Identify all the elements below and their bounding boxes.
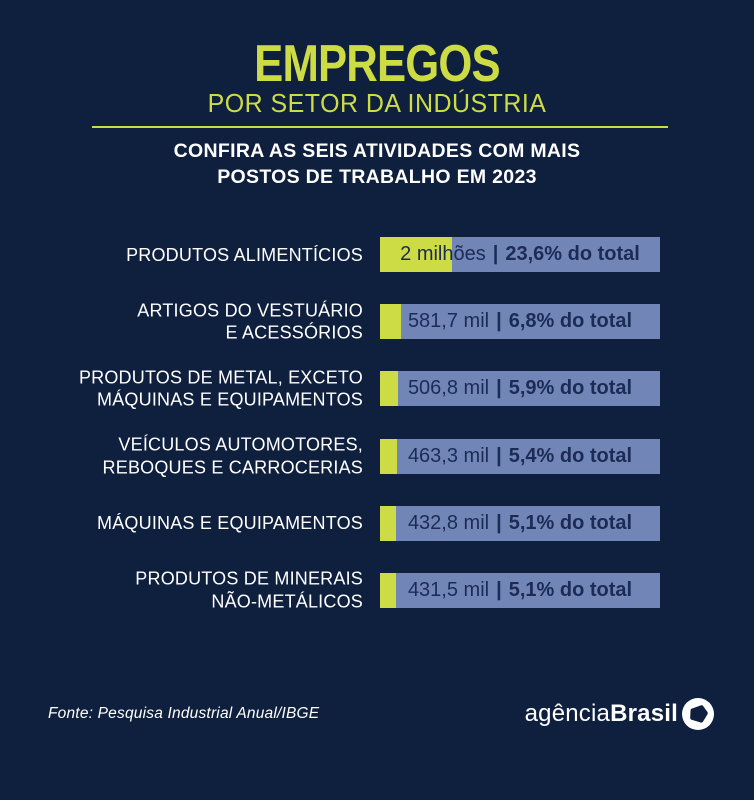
category-label: PRODUTOS DE MINERAIS NÃO-METÁLICOS [135,568,363,612]
value-label: 506,8 mil [407,377,490,400]
divider-line [92,126,668,128]
logo-text-light: agência [524,700,611,727]
chart-row: MÁQUINAS E EQUIPAMENTOS 432,8 mil | 5,1%… [0,505,754,541]
intro-text: CONFIRA AS SEIS ATIVIDADES COM MAIS POST… [173,140,581,188]
bar-value-text: 431,5 mil | 5,1% do total [380,573,660,608]
bar-green-segment [380,438,397,474]
chart-row: VEÍCULOS AUTOMOTORES, REBOQUES E CARROCE… [0,435,754,477]
percent-label: 6,8% do total [508,310,633,333]
value-separator: | [492,243,499,265]
category-label: PRODUTOS DE METAL, EXCETO MÁQUINAS E EQU… [78,367,363,410]
bar-green-segment [380,371,399,407]
bar: 2 milhões | 23,6% do total [380,237,660,272]
value-separator: | [496,444,502,467]
percent-label: 23,6% do total [505,243,640,265]
bar: 506,8 mil | 5,9% do total [380,371,660,407]
bar-green-segment [380,572,396,608]
value-label: 2 milhões [400,243,486,265]
bar-value-text: 506,8 mil | 5,9% do total [380,371,660,406]
bar-green-segment [380,304,401,340]
bar: 432,8 mil | 5,1% do total [380,505,660,541]
value-label: 463,3 mil [407,444,490,467]
value-separator: | [496,511,502,534]
percent-label: 5,4% do total [508,444,633,467]
chart-row: PRODUTOS DE METAL, EXCETO MÁQUINAS E EQU… [0,367,754,410]
bar: 581,7 mil | 6,8% do total [380,304,660,340]
agencia-brasil-mark-icon [682,698,714,730]
chart-row: PRODUTOS ALIMENTÍCIOS 2 milhões | 23,6% … [0,237,754,272]
bar-value-text: 432,8 mil | 5,1% do total [380,506,660,541]
agencia-brasil-logo: agênciaBrasil [525,697,715,731]
bar-green-segment [380,505,396,541]
chart-row: PRODUTOS DE MINERAIS NÃO-METÁLICOS 431,5… [0,569,754,611]
category-label: MÁQUINAS E EQUIPAMENTOS [97,513,363,533]
category-label: PRODUTOS ALIMENTÍCIOS [126,244,363,265]
value-separator: | [496,310,502,333]
bar-value-text: 2 milhões | 23,6% do total [380,237,660,272]
value-separator: | [496,377,502,400]
bar: 431,5 mil | 5,1% do total [380,572,660,608]
value-label: 431,5 mil [407,578,490,601]
bar-green-segment [380,237,453,272]
page-subtitle: POR SETOR DA INDÚSTRIA [207,88,547,118]
percent-label: 5,9% do total [508,377,633,400]
bar-chart: PRODUTOS ALIMENTÍCIOS 2 milhões | 23,6% … [0,237,754,640]
chart-row: ARTIGOS DO VESTUÁRIO E ACESSÓRIOS 581,7 … [0,300,754,343]
bar-value-text: 581,7 mil | 6,8% do total [380,304,660,339]
value-label: 581,7 mil [407,310,490,333]
page-title: EMPREGOS [254,35,501,93]
percent-label: 5,1% do total [508,511,633,534]
bar-value-text: 463,3 mil | 5,4% do total [380,439,660,474]
percent-label: 5,1% do total [508,578,633,601]
source-text: Fonte: Pesquisa Industrial Anual/IBGE [48,705,320,722]
value-separator: | [496,578,502,601]
logo-text-bold: Brasil [610,700,678,727]
category-label: ARTIGOS DO VESTUÁRIO E ACESSÓRIOS [137,300,363,343]
category-label: VEÍCULOS AUTOMOTORES, REBOQUES E CARROCE… [102,434,363,478]
agencia-brasil-logo-text: agênciaBrasil [525,700,678,728]
bar: 463,3 mil | 5,4% do total [380,438,660,474]
value-label: 432,8 mil [407,511,490,534]
